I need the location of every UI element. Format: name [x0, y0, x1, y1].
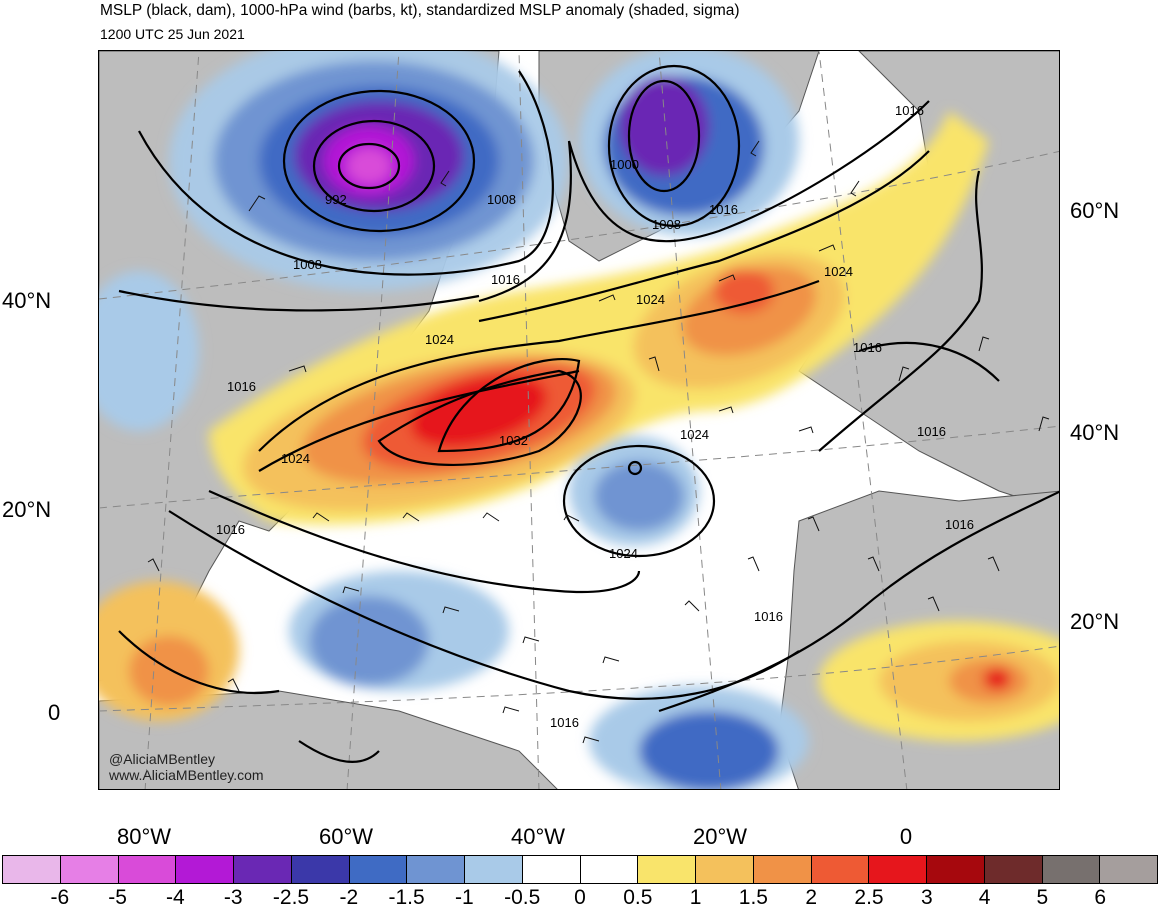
isobar-label: 1024 [824, 264, 853, 279]
isobar-label: 1032 [499, 433, 528, 448]
isobar-label: 1008 [293, 257, 322, 272]
wind-barbs [147, 140, 1050, 744]
colorbar-cell [580, 856, 639, 883]
isobar-label: 1024 [425, 332, 454, 347]
valid-time: 1200 UTC 25 Jun 2021 [100, 26, 245, 42]
colorbar-cell [234, 856, 292, 883]
colorbar-tick-label: 2 [805, 886, 818, 909]
colorbar-cell [753, 856, 812, 883]
lon-label-0: 0 [899, 824, 913, 849]
colorbar-tick-label: -2 [339, 886, 359, 909]
isobar-label: 992 [325, 192, 347, 207]
colorbar-cell [984, 856, 1043, 883]
colorbar-cell [638, 856, 696, 883]
colorbar-tick-label: 1 [689, 886, 702, 909]
isobar-label: 1016 [216, 522, 245, 537]
lon-label-40w: 40°W [510, 824, 566, 849]
isobar-label: 1016 [895, 103, 924, 118]
lat-label-right-40n: 40°N [1070, 420, 1120, 445]
credit-handle: @AliciaMBentley [109, 751, 216, 767]
lon-label-20w: 20°W [692, 824, 748, 849]
lat-label-right-20n: 20°N [1070, 609, 1120, 634]
colorbar-tick-label: 1.5 [738, 886, 768, 909]
isobar-label: 1016 [853, 340, 882, 355]
isobar-label: 1016 [491, 272, 520, 287]
isobar-label: 1016 [550, 715, 579, 730]
figure-title: MSLP (black, dam), 1000-hPa wind (barbs,… [100, 2, 740, 19]
colorbar-cell [3, 856, 61, 883]
colorbar-cell [696, 856, 754, 883]
colorbar-cell [407, 856, 465, 883]
colorbar-tick-label: -6 [50, 886, 70, 909]
colorbar-cell [60, 856, 119, 883]
isobar-label: 1008 [487, 192, 516, 207]
lat-label-left-20n: 20°N [2, 497, 52, 522]
colorbar-cell [465, 856, 523, 883]
isobar-label: 1024 [609, 546, 638, 561]
colorbar-tick-label: -1 [455, 886, 474, 909]
lat-label-right-60n: 60°N [1070, 198, 1120, 223]
colorbar-tick-label: 0 [574, 886, 586, 909]
colorbar-tick-label: 0.5 [623, 886, 653, 909]
colorbar-tick-label: -1.5 [388, 886, 425, 909]
colorbar-cell [811, 856, 870, 883]
lat-label-left-0: 0 [48, 700, 61, 725]
colorbar-cell [291, 856, 350, 883]
lon-label-60w: 60°W [318, 824, 374, 849]
colorbar-cell [1042, 856, 1101, 883]
isobar-label: 1000 [610, 157, 639, 172]
colorbar-tick-label: 2.5 [854, 886, 884, 909]
colorbar-tick-label: 6 [1094, 886, 1107, 909]
colorbar-cell [522, 856, 581, 883]
colorbar-cell [1100, 856, 1157, 883]
colorbar-tick-label: -2.5 [272, 886, 310, 909]
map-canvas: 992 1000 1008 1008 1008 1016 1016 1016 1… [99, 51, 1059, 789]
isobar-label: 1016 [917, 424, 946, 439]
colorbar-tick-label: -5 [108, 886, 127, 909]
colorbar-tick-label: 3 [920, 886, 933, 909]
colorbar-cell [349, 856, 408, 883]
isobar-label: 1016 [709, 202, 738, 217]
credit-website: www.AliciaMBentley.com [109, 767, 264, 783]
isobar-label: 1016 [945, 517, 974, 532]
isobar-label: 1024 [636, 292, 665, 307]
colorbar-cell [869, 856, 927, 883]
isobar-label: 1008 [652, 217, 681, 232]
isobar-label: 1016 [754, 609, 783, 624]
lat-label-left-40n: 40°N [2, 288, 52, 313]
colorbar-cell [176, 856, 234, 883]
colorbar-tick-label: -3 [223, 886, 243, 909]
map-panel: 992 1000 1008 1008 1008 1016 1016 1016 1… [98, 50, 1060, 790]
colorbar-tick-label: -0.5 [504, 886, 541, 909]
lon-label-80w: 80°W [116, 824, 172, 849]
colorbar-tick-label: 5 [1036, 886, 1049, 909]
isobar-label: 1024 [281, 451, 310, 466]
isobars [118, 64, 1059, 763]
isobar-label: 1016 [227, 379, 256, 394]
colorbar-tick-label: 4 [978, 886, 991, 909]
colorbar-cell [118, 856, 177, 883]
anomaly-shading [99, 51, 1059, 789]
anomaly-colorbar [2, 855, 1158, 884]
colorbar-cell [927, 856, 985, 883]
colorbar-tick-label: -4 [166, 886, 185, 909]
isobar-label: 1024 [680, 427, 709, 442]
